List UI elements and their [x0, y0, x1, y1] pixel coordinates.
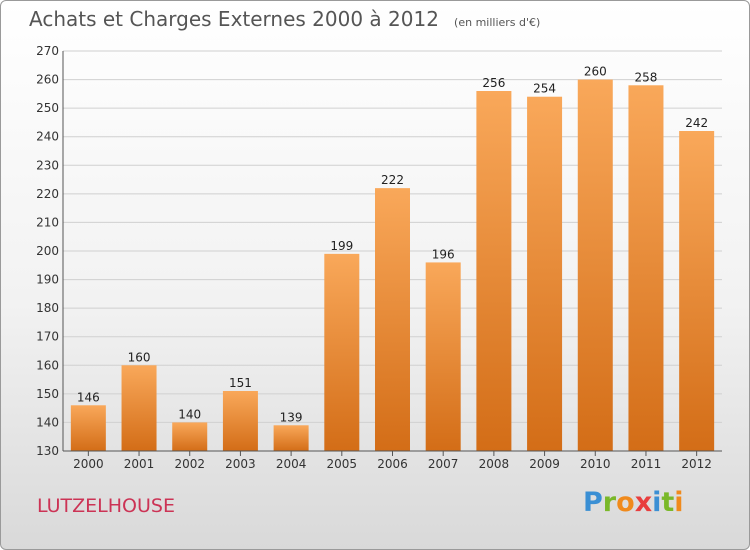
x-tick-label: 2009	[529, 457, 560, 471]
bar-2009	[527, 96, 563, 451]
y-tick-label: 160	[36, 358, 59, 372]
logo-letter: i	[674, 487, 684, 518]
x-axis-ticks: 2000 2001 2002 2003 2004 2005 2006 2007 2008 2009…	[73, 451, 712, 471]
bars	[70, 79, 715, 452]
y-tick-label: 230	[36, 158, 59, 172]
y-tick-label: 130	[36, 444, 59, 458]
bar-2012	[679, 131, 715, 451]
logo-letter: o	[616, 487, 635, 518]
y-axis-ticks: 130 140 150 160 170 180 190 200 210 220 230 240 250 2…	[36, 44, 59, 458]
proxiti-logo: Proxiti	[583, 487, 684, 518]
y-tick-label: 210	[36, 215, 59, 229]
bar-2002	[172, 422, 208, 451]
x-tick-label: 2010	[580, 457, 611, 471]
y-tick-label: 200	[36, 244, 59, 258]
chart-title-unit: (en milliers d'€)	[454, 16, 541, 29]
bar-2000	[70, 405, 106, 451]
x-tick-label: 2007	[428, 457, 459, 471]
value-label-2004: 139	[280, 410, 303, 424]
y-tick-label: 140	[36, 415, 59, 429]
value-label-2003: 151	[229, 376, 252, 390]
x-tick-label: 2011	[631, 457, 662, 471]
y-tick-label: 180	[36, 301, 59, 315]
bar-2006	[375, 188, 410, 451]
value-label-2001: 160	[128, 350, 151, 364]
x-tick-label: 2000	[73, 457, 104, 471]
bar-2008	[476, 91, 512, 451]
value-label-2002: 140	[178, 407, 201, 421]
y-tick-label: 270	[36, 44, 59, 58]
bar-2003	[222, 391, 258, 451]
value-labels: 146 160 140 151 139 199 222 196 256 254 260 258 242	[77, 65, 708, 425]
x-tick-label: 2008	[479, 457, 510, 471]
value-label-2005: 199	[330, 239, 353, 253]
y-tick-label: 240	[36, 130, 59, 144]
logo-letter: t	[661, 487, 675, 518]
x-tick-label: 2001	[124, 457, 155, 471]
logo-letter: r	[602, 487, 617, 518]
y-tick-label: 150	[36, 387, 59, 401]
value-label-2007: 196	[432, 247, 455, 261]
bar-2011	[628, 85, 664, 452]
logo-letter: x	[634, 487, 653, 518]
x-tick-label: 2012	[681, 457, 712, 471]
bar-2001	[121, 365, 157, 451]
y-tick-label: 170	[36, 330, 59, 344]
x-tick-label: 2002	[174, 457, 205, 471]
value-label-2000: 146	[77, 390, 100, 404]
x-tick-label: 2006	[377, 457, 408, 471]
chart-title: Achats et Charges Externes 2000 à 2012 (…	[29, 7, 540, 31]
value-label-2009: 254	[533, 82, 556, 96]
value-label-2006: 222	[381, 173, 404, 187]
x-tick-label: 2005	[327, 457, 358, 471]
x-tick-label: 2003	[225, 457, 256, 471]
logo-letter: i	[652, 487, 662, 518]
value-label-2010: 260	[584, 65, 607, 79]
y-tick-label: 220	[36, 187, 59, 201]
y-tick-label: 250	[36, 101, 59, 115]
value-label-2012: 242	[685, 116, 708, 130]
bar-2007	[425, 262, 461, 451]
chart-title-main: Achats et Charges Externes 2000 à 2012	[29, 7, 439, 31]
bar-2010	[577, 79, 613, 452]
x-tick-label: 2004	[276, 457, 307, 471]
bar-2004	[273, 425, 309, 451]
logo-letter: P	[583, 487, 603, 518]
bar-2005	[324, 253, 360, 451]
value-label-2008: 256	[482, 76, 505, 90]
y-tick-label: 260	[36, 73, 59, 87]
value-label-2011: 258	[635, 70, 658, 84]
commune-name: LUTZELHOUSE	[37, 495, 175, 517]
y-tick-label: 190	[36, 273, 59, 287]
